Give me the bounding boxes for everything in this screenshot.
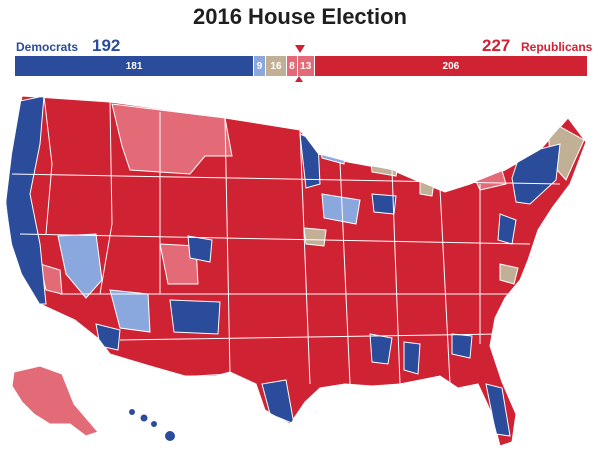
minnesota-lean-district: [317, 127, 349, 165]
bar-segment-0: 181: [15, 56, 255, 76]
democrats-total: 192: [92, 36, 121, 55]
texas-tossup: [195, 373, 233, 407]
michigan-tossup: [369, 153, 401, 177]
chicago-democratic: [371, 193, 397, 215]
bar-segment-1: 9: [254, 56, 266, 76]
bar-segment-5: 206: [314, 56, 587, 76]
south-democratic: [369, 333, 393, 365]
republicans-total: 227: [482, 36, 511, 55]
bar-segment-4: 13: [297, 56, 315, 76]
bar-segment-2: 16: [265, 56, 288, 76]
republicans-label: Republicans: [521, 40, 593, 54]
arizona-lean-district: [109, 289, 151, 333]
hawaii: [129, 409, 175, 441]
georgia-democratic: [451, 333, 473, 359]
illinois-tossup: [303, 227, 327, 247]
colorado-lean-district: [159, 243, 199, 285]
new-mexico-democratic: [169, 299, 221, 335]
colorado-democratic: [187, 235, 213, 263]
alaska: [11, 365, 99, 437]
page-title: 2016 House Election: [193, 4, 407, 29]
montana-district: [111, 103, 233, 175]
democrats-label: Democrats: [16, 40, 79, 54]
virginia-tossup: [499, 263, 519, 285]
bar-segment-3: 8: [287, 56, 298, 76]
district-map: [5, 95, 587, 447]
alabama-democratic: [403, 341, 421, 375]
contiguous-us: [5, 95, 587, 447]
iowa-lean-district: [321, 193, 361, 225]
nevada-lean-district: [57, 233, 103, 299]
majority-marker-top: [295, 45, 305, 53]
majority-marker-bottom: [295, 76, 303, 82]
seat-balance-bar: 181 9 16 8 13 206: [15, 56, 587, 76]
state-borders: [11, 96, 561, 385]
